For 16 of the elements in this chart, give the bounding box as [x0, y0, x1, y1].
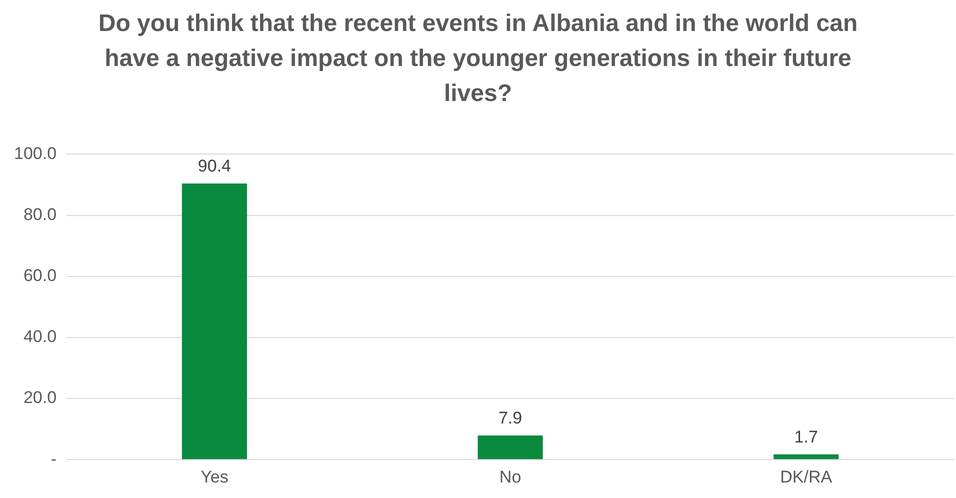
data-label: 1.7 [794, 428, 818, 447]
y-tick-label: 20.0 [23, 388, 57, 408]
chart-title: Do you think that the recent events in Albania and in the world can have a negative impact on the younger generations in their future lives? [97, 9, 859, 109]
y-tick-label: 100.0 [14, 144, 57, 163]
y-tick-label: 80.0 [23, 204, 57, 224]
data-label: 90.4 [198, 156, 231, 176]
bar [478, 435, 543, 460]
y-tick-label: - [50, 449, 57, 468]
bar [182, 184, 247, 460]
y-tick-label: 40.0 [23, 327, 57, 346]
x-tick-label: No [499, 467, 522, 486]
data-label: 7.9 [498, 408, 522, 428]
bar [774, 454, 839, 460]
x-tick-label: DK/RA [780, 467, 833, 486]
y-tick-label: 60.0 [23, 266, 57, 286]
x-tick-label: Yes [200, 467, 228, 486]
